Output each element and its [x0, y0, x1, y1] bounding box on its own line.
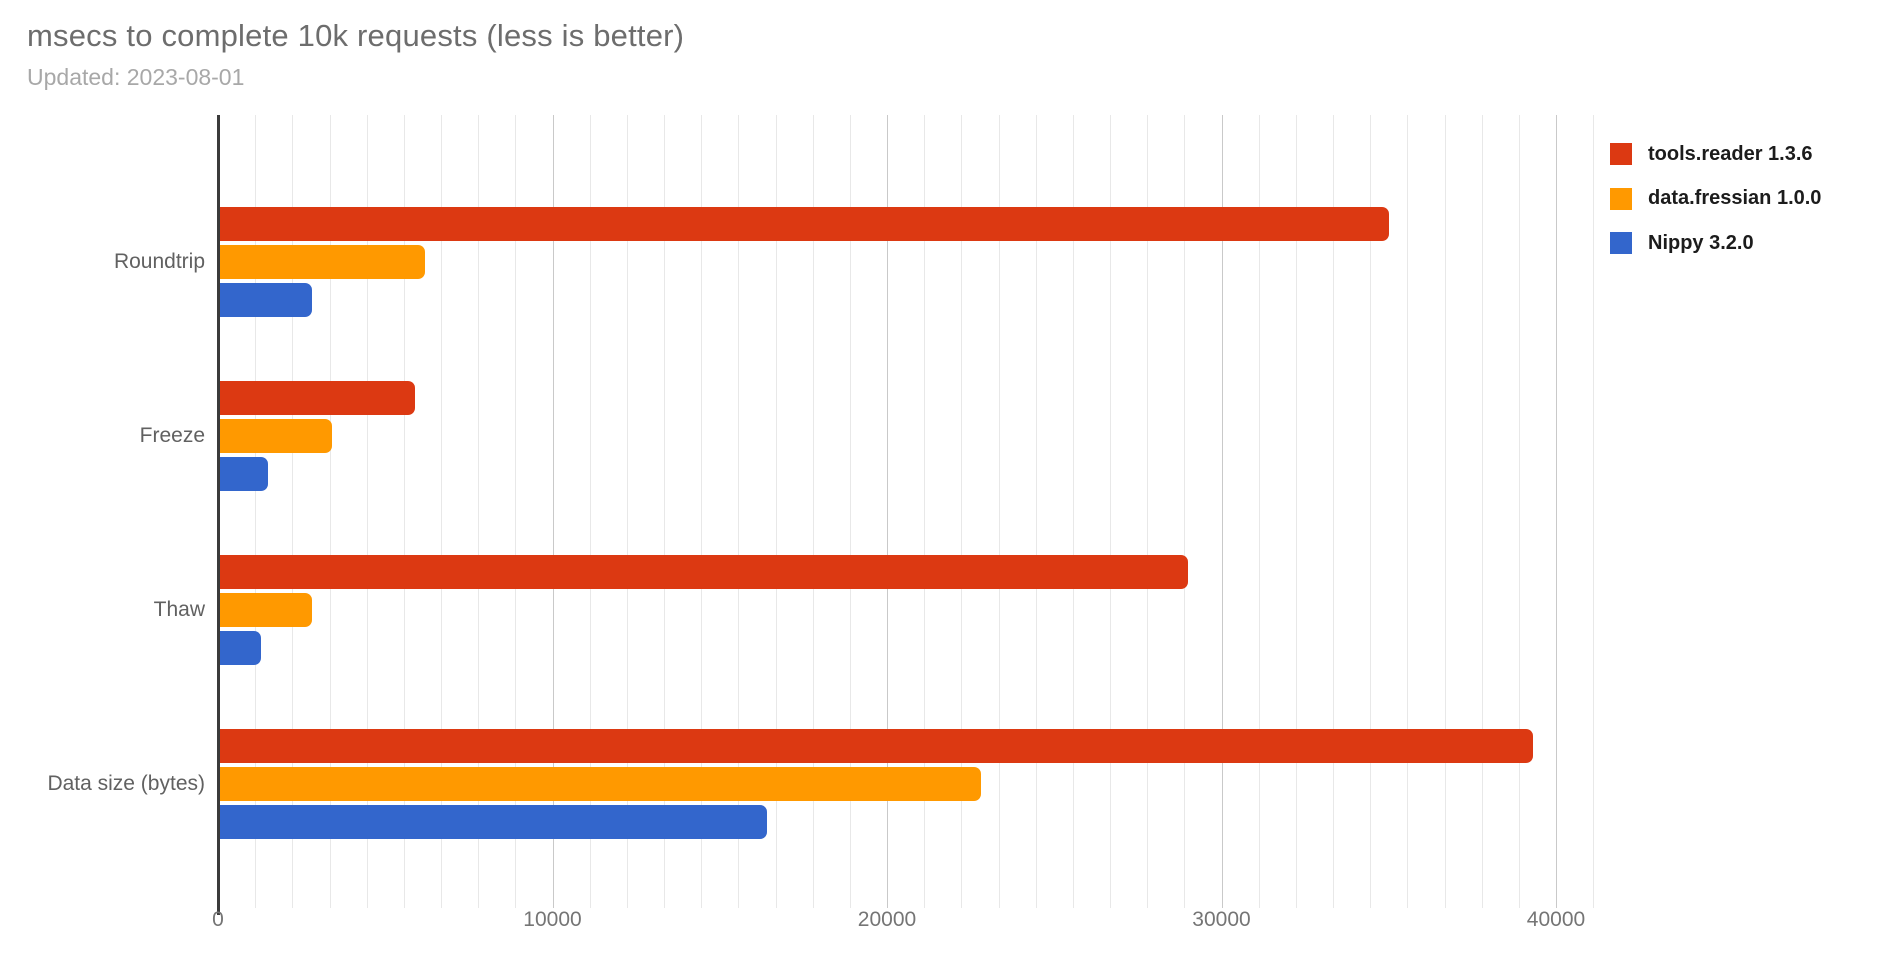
bar-data-size-bytes-series-1: [218, 767, 981, 801]
minor-gridline: [1481, 115, 1483, 908]
minor-gridline: [849, 115, 851, 908]
major-gridline: [552, 115, 554, 908]
legend-label: data.fressian 1.0.0: [1648, 187, 1822, 209]
minor-gridline: [1593, 115, 1595, 908]
x-tick-label: 20000: [857, 908, 917, 931]
bar-data-size-bytes-series-0: [218, 729, 1533, 763]
legend-swatch-icon: [1610, 143, 1632, 165]
major-gridline: [887, 115, 888, 908]
minor-gridline: [1295, 115, 1297, 908]
minor-gridline: [1518, 115, 1520, 908]
x-tick-label: 30000: [1192, 908, 1251, 931]
bar-roundtrip-series-2: [218, 283, 312, 317]
bar-thaw-series-2: [218, 631, 262, 665]
minor-gridline: [738, 115, 740, 908]
x-tick-label: 0: [212, 908, 224, 931]
legend-swatch-icon: [1610, 232, 1632, 254]
legend-item: tools.reader 1.3.6: [1610, 142, 1813, 166]
minor-gridline: [812, 115, 814, 908]
minor-gridline: [255, 115, 257, 908]
minor-gridline: [1184, 115, 1186, 908]
legend-swatch-icon: [1610, 187, 1632, 210]
legend-label: Nippy 3.2.0: [1648, 231, 1754, 254]
category-label: Thaw: [153, 598, 205, 621]
minor-gridline: [701, 115, 703, 908]
minor-gridline: [1110, 115, 1111, 908]
minor-gridline: [1370, 115, 1372, 908]
category-label: Data size (bytes): [47, 772, 205, 795]
minor-gridline: [292, 115, 294, 908]
minor-gridline: [626, 115, 628, 908]
legend-item: data.fressian 1.0.0: [1610, 187, 1821, 211]
minor-gridline: [1035, 115, 1037, 908]
bar-thaw-series-0: [218, 555, 1189, 589]
x-tick-label: 40000: [1526, 908, 1586, 931]
bar-freeze-series-1: [218, 419, 332, 453]
bar-freeze-series-2: [218, 457, 269, 491]
y-axis-line: [217, 115, 220, 915]
minor-gridline: [998, 115, 1000, 908]
chart-subtitle: Updated: 2023-08-01: [27, 64, 245, 90]
minor-gridline: [441, 115, 442, 908]
minor-gridline: [1147, 115, 1149, 908]
minor-gridline: [961, 115, 963, 908]
bar-roundtrip-series-0: [218, 207, 1389, 241]
minor-gridline: [329, 115, 331, 908]
minor-gridline: [515, 115, 517, 908]
category-label: Roundtrip: [113, 250, 205, 273]
minor-gridline: [589, 115, 591, 908]
bar-thaw-series-1: [218, 593, 312, 627]
minor-gridline: [1258, 115, 1260, 908]
minor-gridline: [775, 115, 777, 908]
minor-gridline: [924, 115, 926, 908]
minor-gridline: [478, 115, 480, 908]
x-tick-label: 10000: [523, 908, 582, 931]
minor-gridline: [1444, 115, 1446, 908]
major-gridline: [1221, 115, 1223, 908]
plot-area: [218, 115, 1595, 908]
minor-gridline: [1333, 115, 1334, 908]
bar-roundtrip-series-1: [218, 245, 426, 279]
category-label: Freeze: [139, 424, 205, 447]
minor-gridline: [664, 115, 665, 908]
minor-gridline: [1072, 115, 1074, 908]
minor-gridline: [366, 115, 368, 908]
major-gridline: [1556, 115, 1557, 908]
bar-freeze-series-0: [218, 381, 416, 415]
bar-data-size-bytes-series-2: [218, 805, 767, 839]
legend-item: Nippy 3.2.0: [1610, 231, 1754, 255]
minor-gridline: [1407, 115, 1409, 908]
minor-gridline: [403, 115, 405, 908]
legend-label: tools.reader 1.3.6: [1648, 142, 1813, 165]
chart-title: msecs to complete 10k requests (less is …: [27, 18, 685, 53]
